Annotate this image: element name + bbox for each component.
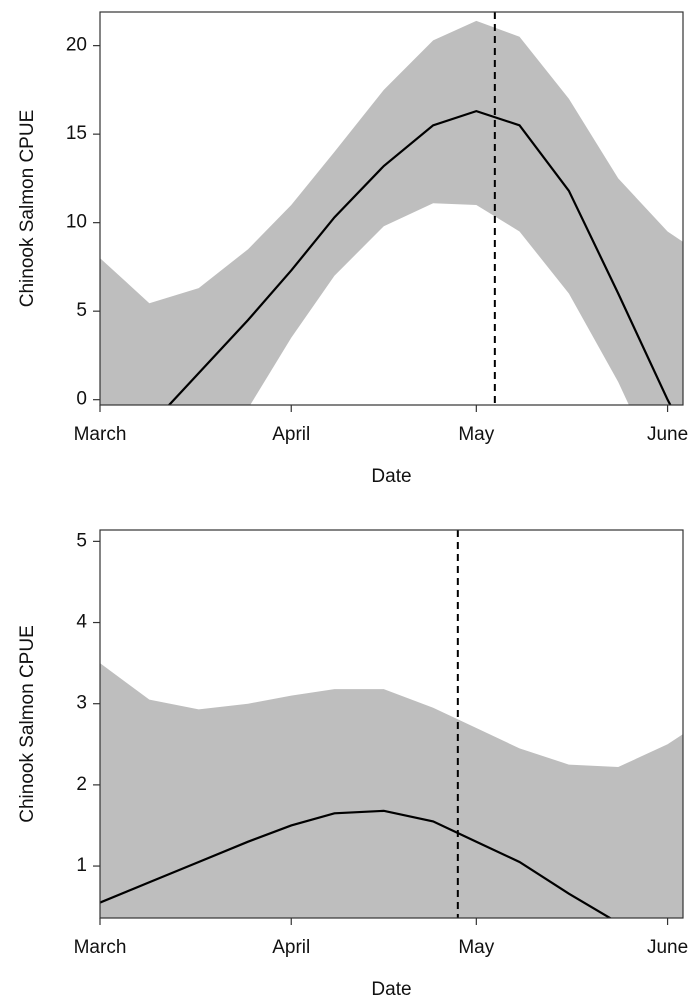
x-axis-label: Date — [371, 466, 411, 487]
y-tick-label: 10 — [66, 212, 87, 233]
x-tick-label: April — [272, 424, 310, 445]
x-tick-label: March — [74, 424, 127, 445]
plot-frame — [99, 529, 684, 919]
y-axis-label: Chinook Salmon CPUE — [17, 625, 38, 822]
x-tick-label: May — [458, 424, 494, 445]
y-axis-label: Chinook Salmon CPUE — [17, 110, 38, 307]
x-tick-label: March — [74, 937, 127, 958]
x-tick-label: June — [647, 424, 688, 445]
confidence-band — [100, 663, 683, 918]
y-tick-label: 3 — [76, 693, 87, 714]
y-tick-label: 5 — [76, 300, 87, 321]
y-tick-label: 5 — [76, 530, 87, 551]
fitted-line — [167, 109, 672, 405]
y-tick-label: 15 — [66, 123, 87, 144]
plot-area — [100, 12, 683, 405]
y-tick-label: 2 — [76, 774, 87, 795]
plot-area — [100, 530, 683, 918]
plot-frame — [99, 11, 684, 406]
x-axis-label: Date — [371, 979, 411, 1000]
y-tick-label: 20 — [66, 35, 87, 56]
confidence-band — [100, 20, 683, 405]
x-tick-label: June — [647, 937, 688, 958]
y-tick-label: 1 — [76, 855, 87, 876]
y-tick-label: 0 — [76, 389, 87, 410]
y-tick-label: 4 — [76, 612, 87, 633]
x-tick-label: May — [458, 937, 494, 958]
x-tick-label: April — [272, 937, 310, 958]
